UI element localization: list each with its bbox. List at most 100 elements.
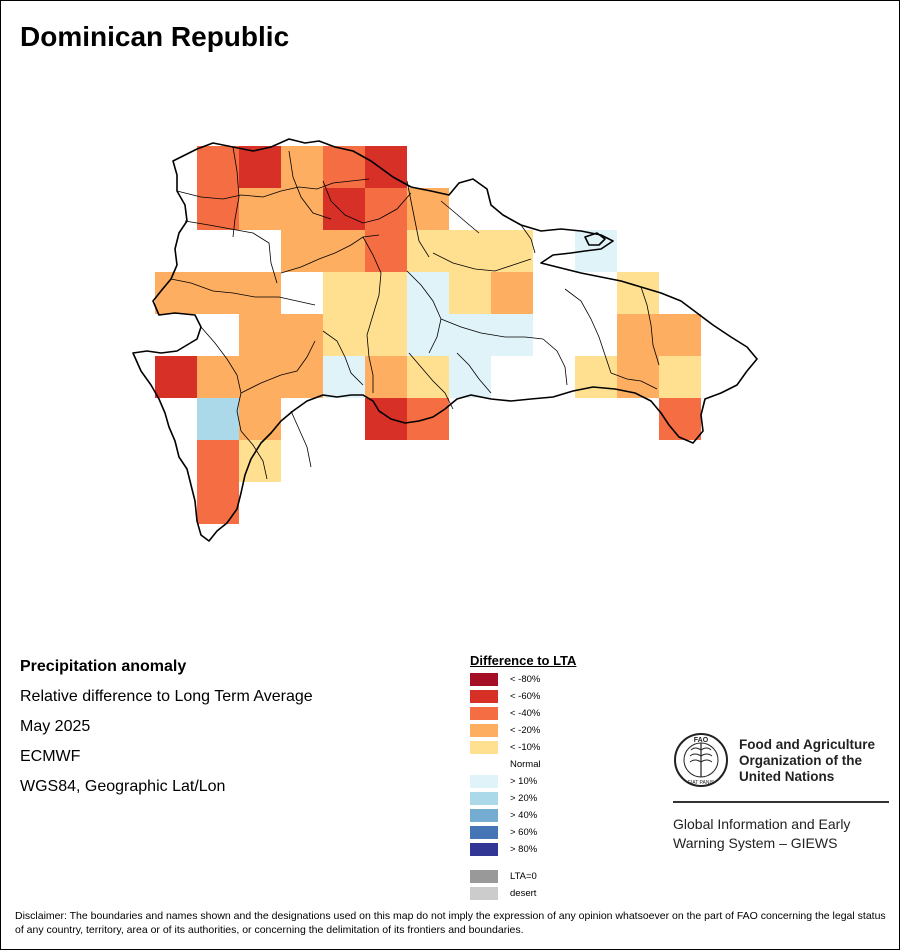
anomaly-cell [239,314,281,356]
anomaly-cell [155,356,197,398]
giews-label: Global Information and Early Warning Sys… [673,815,889,853]
anomaly-cell [449,314,491,356]
legend-label: < -40% [510,708,541,719]
legend-label: < -80% [510,674,541,685]
legend-item: > 60% [470,826,610,839]
legend-swatch [470,809,498,822]
anomaly-cell [281,188,323,230]
anomaly-cell [449,230,491,272]
anomaly-cell [281,230,323,272]
anomaly-cell [365,314,407,356]
legend-item: < -20% [470,724,610,737]
giews-line: Global Information and Early [673,816,851,832]
legend-label: > 80% [510,844,538,855]
legend-label: > 20% [510,793,538,804]
anomaly-cell [365,230,407,272]
anomaly-cell [617,272,659,314]
anomaly-cell [365,188,407,230]
anomaly-cell [323,314,365,356]
legend-label: desert [510,888,537,899]
anomaly-cell [659,398,701,440]
anomaly-cell [197,482,239,524]
legend-swatch [470,741,498,754]
legend-item: < -40% [470,707,610,720]
anomaly-cell [197,398,239,440]
anomaly-cell [239,440,281,482]
anomaly-map [132,138,758,542]
giews-line: Warning System – GIEWS [673,835,838,851]
legend-item: > 10% [470,775,610,788]
legend-label: > 10% [510,776,538,787]
anomaly-cell [365,272,407,314]
anomaly-cell [281,356,323,398]
anomaly-cell [407,314,449,356]
anomaly-cell [617,314,659,356]
anomaly-cell [659,356,701,398]
info-source: ECMWF [20,748,81,765]
legend-swatch [470,673,498,686]
legend-swatch [470,826,498,839]
province-boundaries [170,146,660,480]
anomaly-cell [239,356,281,398]
anomaly-cell [491,314,533,356]
anomaly-cell [365,356,407,398]
map-title: Dominican Republic [20,21,290,52]
anomaly-cell [239,188,281,230]
legend-swatch [470,887,498,900]
anomaly-cell [449,272,491,314]
legend: Difference to LTA < -80% < -60% < -40% <… [470,653,576,913]
legend-label: < -20% [510,725,541,736]
emblem-text: FAO [694,737,709,744]
anomaly-cell [197,440,239,482]
legend-swatch [470,843,498,856]
legend-swatch [470,707,498,720]
anomaly-cell [281,314,323,356]
legend-label: < -10% [510,742,541,753]
anomaly-cell [617,356,659,398]
legend-label: > 60% [510,827,538,838]
anomaly-cell [407,230,449,272]
anomaly-cell [407,272,449,314]
legend-item: > 20% [470,792,610,805]
anomaly-cell [323,188,365,230]
emblem-motto: FIAT PANIS [688,780,715,786]
legend-items: < -80% < -60% < -40% < -20% < -10% Norma… [470,673,576,913]
org-name-line: United Nations [739,769,835,784]
anomaly-cell [197,188,239,230]
disclaimer: Disclaimer: The boundaries and names sho… [15,910,886,936]
legend-swatch [470,775,498,788]
anomaly-cell [323,356,365,398]
anomaly-cell [575,356,617,398]
legend-swatch [470,870,498,883]
anomaly-cell [407,356,449,398]
anomaly-cell [197,146,239,188]
legend-item: desert [470,887,610,900]
legend-swatch [470,724,498,737]
country-outline [132,138,758,542]
legend-item: LTA=0 [470,870,610,883]
anomaly-cell [239,398,281,440]
legend-item: < -80% [470,673,610,686]
legend-item: > 80% [470,843,610,856]
anomaly-cell [197,356,239,398]
legend-label: Normal [510,759,541,770]
organization-name: Food and Agriculture Organization of the… [739,737,899,785]
logo-divider [673,801,889,803]
anomaly-cell [365,398,407,440]
map-info: Precipitation anomaly Relative differenc… [20,657,313,807]
info-description: Relative difference to Long Term Average [20,688,313,705]
legend-item: < -60% [470,690,610,703]
anomaly-cell [155,272,197,314]
legend-item: < -10% [470,741,610,754]
legend-swatch [470,690,498,703]
legend-label: LTA=0 [510,871,537,882]
legend-title: Difference to LTA [470,653,577,668]
legend-label: > 40% [510,810,538,821]
org-name-line: Organization of the [739,753,862,768]
anomaly-cell [239,272,281,314]
legend-swatch [470,792,498,805]
fao-emblem-icon: FAO FIAT PANIS [674,733,728,787]
anomaly-cells [155,146,701,524]
anomaly-cell [239,146,281,188]
